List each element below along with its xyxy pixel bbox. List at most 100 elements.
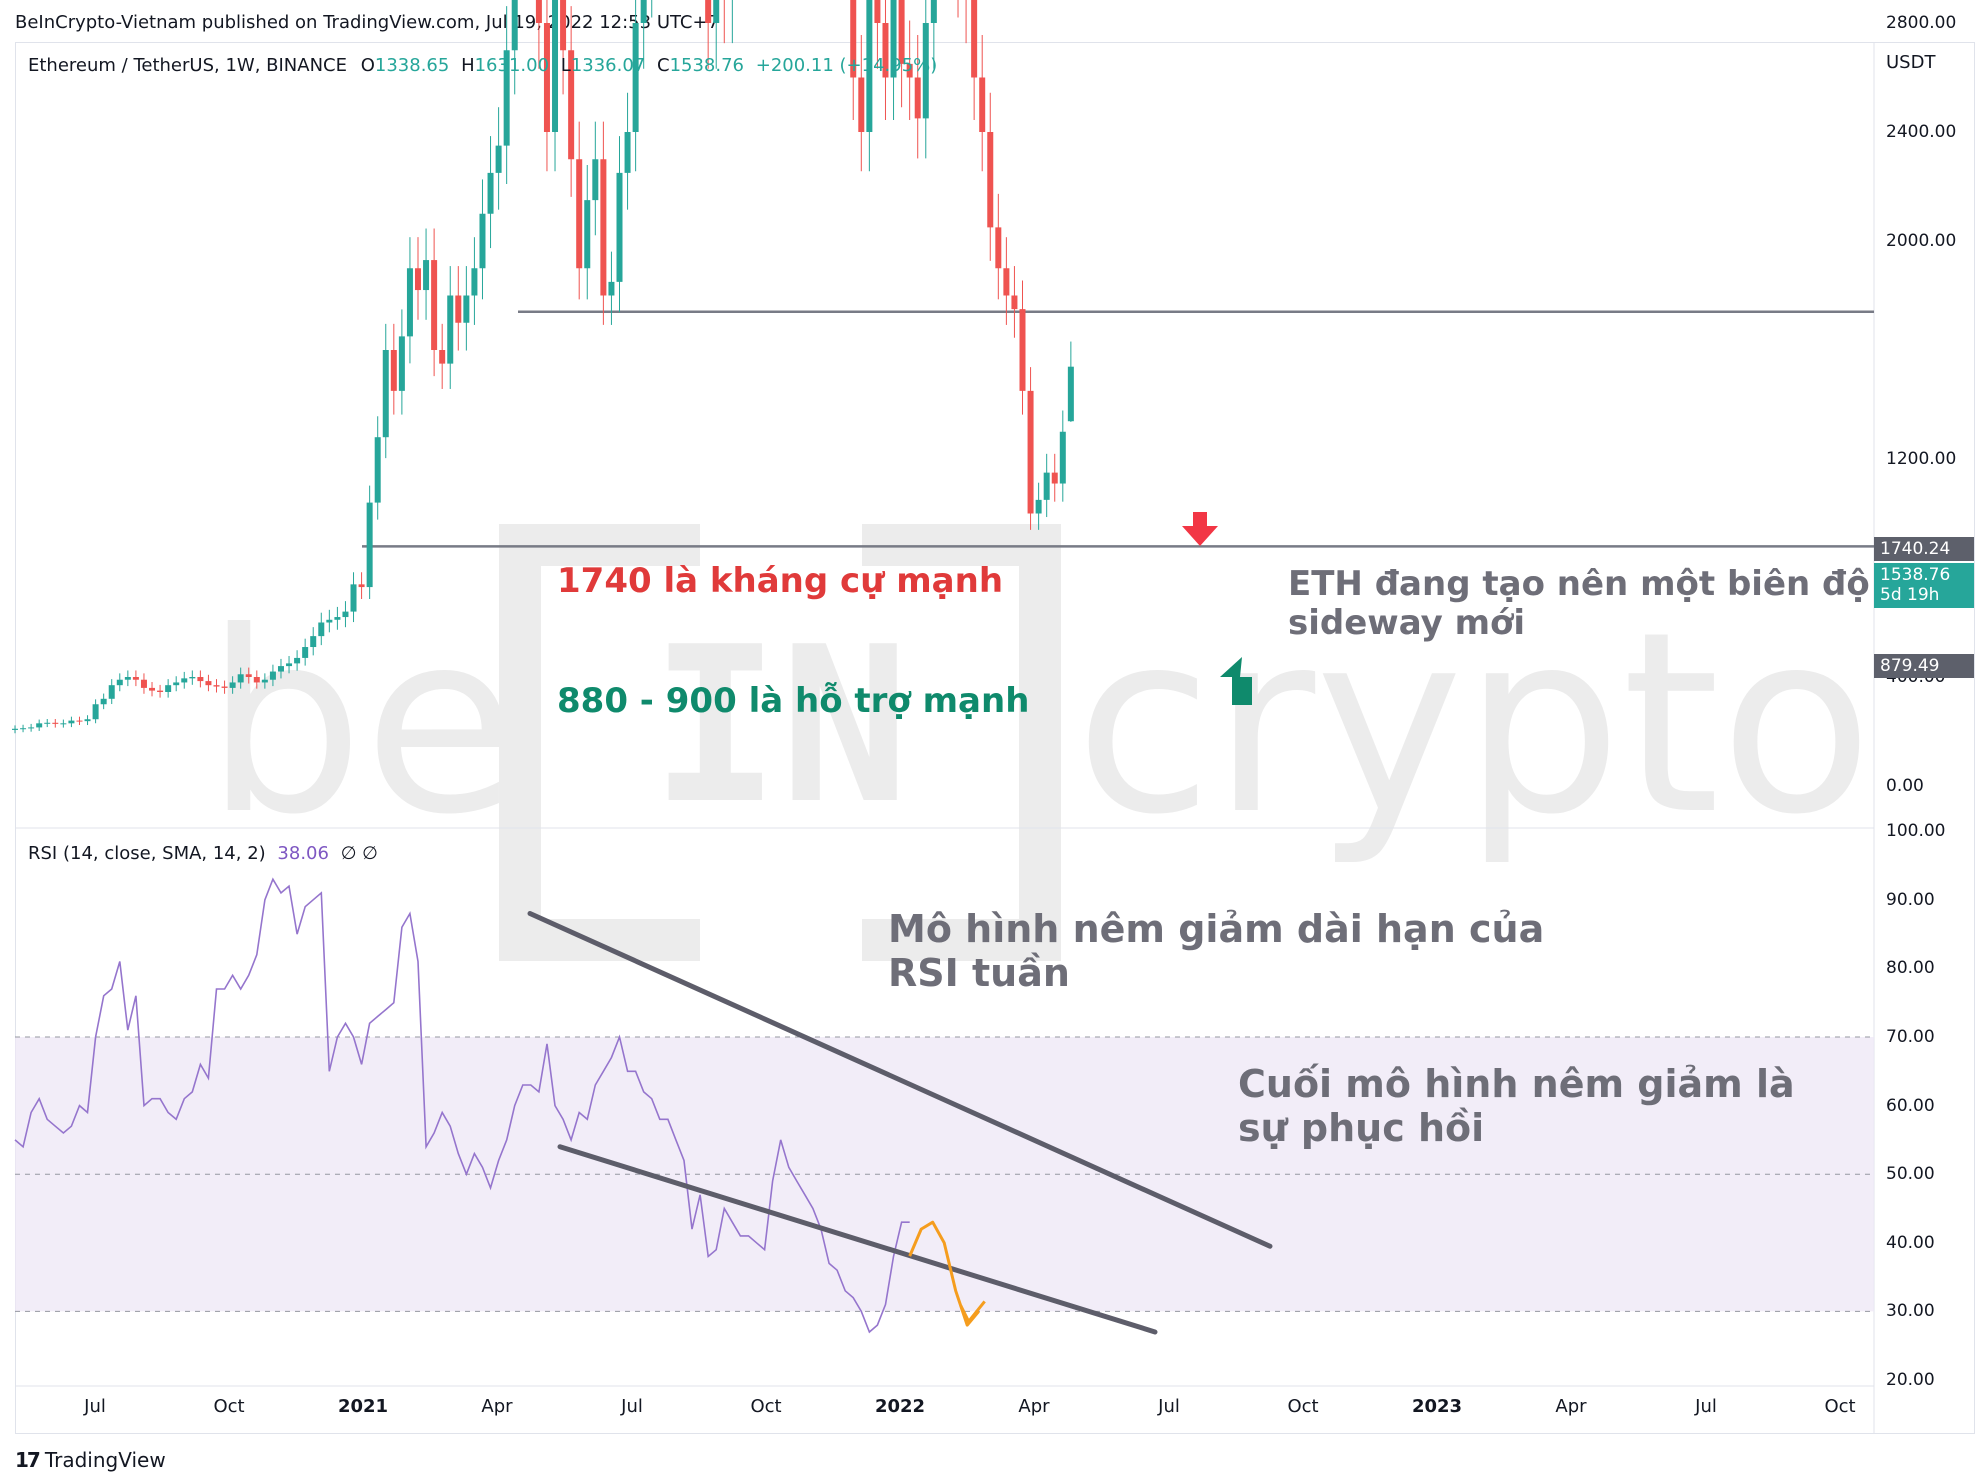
rsi-tick-label: 80.00: [1886, 958, 1935, 979]
publisher-line: BeInCrypto-Vietnam published on TradingV…: [15, 12, 720, 33]
candle-body: [511, 0, 518, 51]
rsi-tick-label: 50.00: [1886, 1164, 1935, 1185]
candle-body: [261, 679, 268, 683]
ohlc-high: 1631.00: [474, 55, 550, 76]
candle-body: [930, 0, 937, 23]
resistance-note: 1740 là kháng cự mạnh: [557, 561, 1004, 601]
wedge-note-line2: RSI tuần: [888, 950, 1070, 995]
candle-body: [84, 719, 91, 722]
candle-body: [213, 685, 220, 687]
watermark-bracket-left: [499, 524, 700, 961]
candle-body: [149, 687, 156, 691]
candles[interactable]: [12, 0, 1074, 734]
candle-body: [866, 0, 873, 132]
resistance-price-tag: 1740.24: [1874, 537, 1974, 561]
candle-body: [358, 584, 365, 588]
currency-label: USDT: [1886, 52, 1936, 73]
time-tick-label: 2022: [874, 1396, 926, 1417]
rsi-series[interactable]: [14, 877, 910, 1334]
sideway-note: ETH đang tạo nên một biên độ sideway mới: [1288, 564, 1870, 643]
candle-body: [68, 720, 75, 724]
time-tick-label: Jul: [1158, 1396, 1180, 1417]
candle-body: [173, 682, 180, 686]
candle-body: [882, 23, 889, 78]
time-tick-label: Jul: [84, 1396, 106, 1417]
up-arrow-icon: [1220, 657, 1252, 705]
candle-body: [229, 682, 236, 688]
candle-body: [922, 23, 929, 119]
candle-body: [1027, 390, 1034, 514]
ohlc-high-label: H: [461, 55, 475, 76]
support-price-tag: 879.49: [1874, 654, 1974, 678]
rsi-tick-label: 40.00: [1886, 1232, 1935, 1253]
symbol-name: Ethereum / TetherUS, 1W, BINANCE: [28, 55, 347, 76]
ohlc-open-label: O: [360, 55, 375, 76]
candle-body: [52, 722, 59, 724]
drawings[interactable]: [527, 512, 1273, 1335]
candle-body: [624, 132, 631, 173]
candle-body: [28, 727, 35, 729]
candle-body: [245, 674, 252, 677]
candle-body: [487, 172, 494, 214]
candle-body: [406, 268, 413, 337]
candle-body: [237, 674, 244, 683]
rsi-value: 38.06: [277, 843, 329, 864]
ohlc-change: +200.11 (+14.95%): [755, 55, 938, 76]
candle-body: [165, 685, 172, 692]
candle-body: [568, 50, 575, 160]
candle-body: [584, 200, 591, 269]
wedge-lower-line: [557, 1144, 1158, 1335]
recovery-note-line2: sự phục hồi: [1238, 1105, 1485, 1150]
time-tick-label: Oct: [750, 1396, 782, 1417]
candle-body: [914, 77, 921, 119]
time-tick-label: 2023: [1411, 1396, 1463, 1417]
candle-body: [20, 728, 27, 730]
candle-body: [269, 671, 276, 680]
candle-body: [12, 728, 18, 730]
time-tick-label: Oct: [213, 1396, 245, 1417]
candle-body: [326, 619, 333, 623]
time-tick-label: Jul: [621, 1396, 643, 1417]
candle-body: [898, 0, 905, 64]
ohlc-low: 1336.07: [570, 55, 646, 76]
price-tick-label: 2800.00: [1886, 13, 1957, 33]
candle-body: [310, 636, 317, 648]
ohlc-close: 1538.76: [669, 55, 744, 76]
recovery-note: Cuối mô hình nêm giảm là sự phục hồi: [1238, 1062, 1795, 1150]
watermark-text-in: IN: [651, 600, 910, 851]
rsi-tick-label: 100.00: [1886, 821, 1946, 842]
candle-body: [640, 0, 647, 23]
time-tick-label: Apr: [481, 1396, 513, 1417]
candle-body: [334, 617, 341, 620]
candle-body: [205, 681, 212, 686]
candle-body: [157, 690, 164, 692]
candle-body: [108, 685, 115, 699]
candle-body: [971, 0, 978, 78]
watermark-text-be: be: [205, 578, 518, 869]
candle-body: [858, 77, 865, 132]
candle-body: [535, 0, 542, 23]
candle-body: [503, 50, 510, 146]
candle-body: [415, 268, 421, 291]
ohlc-low-label: L: [560, 55, 571, 76]
rsi-tick-label: 70.00: [1886, 1027, 1935, 1047]
price-tick-label: 1200.00: [1886, 449, 1957, 469]
candle-body: [455, 295, 462, 323]
candle-body: [995, 227, 1002, 269]
sideway-note-line1: ETH đang tạo nên một biên độ: [1288, 564, 1870, 604]
candle-body: [552, 0, 559, 132]
candle-body: [221, 686, 228, 688]
candle-body: [705, 0, 712, 23]
candle-body: [124, 677, 131, 680]
recovery-note-line1: Cuối mô hình nêm giảm là: [1238, 1062, 1795, 1106]
candle-body: [608, 281, 615, 296]
candle-body: [1051, 472, 1058, 484]
candle-body: [197, 677, 204, 682]
candle-body: [116, 679, 123, 686]
tradingview-logo[interactable]: 17 TradingView: [15, 1448, 166, 1472]
support-note: 880 - 900 là hỗ trợ mạnh: [557, 681, 1030, 721]
time-tick-label: Oct: [1287, 1396, 1319, 1417]
tradingview-brand: TradingView: [44, 1448, 166, 1472]
candle-body: [132, 677, 139, 680]
